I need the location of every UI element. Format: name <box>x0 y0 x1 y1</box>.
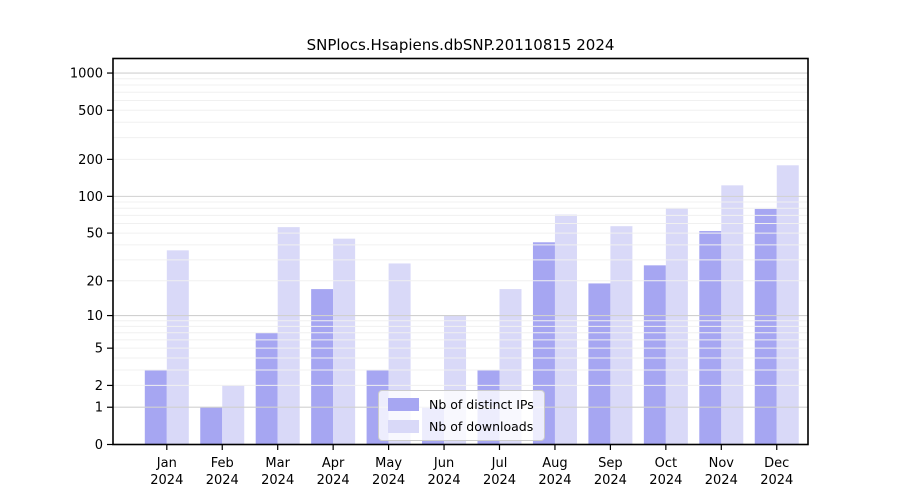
x-tick-label-year: 2024 <box>760 473 793 488</box>
y-tick-label: 20 <box>86 274 103 289</box>
y-tick-label: 10 <box>86 309 103 324</box>
legend-swatch-distinct-ips <box>388 398 419 412</box>
bar-downloads-feb <box>222 385 245 445</box>
bar-distinct_ips-sep <box>588 283 611 445</box>
bar-distinct_ips-mar <box>255 332 278 445</box>
x-tick-label-year: 2024 <box>538 473 571 488</box>
y-tick-label: 500 <box>78 104 103 119</box>
legend-label-downloads: Nb of downloads <box>429 418 534 434</box>
legend-label-distinct-ips: Nb of distinct IPs <box>429 397 534 413</box>
x-tick-label-year: 2024 <box>594 473 627 488</box>
y-tick-label: 200 <box>78 153 103 168</box>
bar-downloads-aug <box>554 214 577 445</box>
y-tick-label: 0 <box>95 438 103 453</box>
x-tick-label-year: 2024 <box>261 473 294 488</box>
x-tick-label-year: 2024 <box>705 473 738 488</box>
x-tick-label-month: Nov <box>709 456 735 471</box>
legend-item-distinct-ips: Nb of distinct IPs <box>379 397 544 412</box>
x-tick-label-year: 2024 <box>372 473 405 488</box>
y-tick-label: 2 <box>95 379 103 394</box>
y-tick-label: 1 <box>95 401 103 416</box>
bar-distinct_ips-apr <box>311 289 334 445</box>
x-tick-label-month: Jul <box>491 456 508 471</box>
bar-distinct_ips-nov <box>699 231 722 445</box>
bar-downloads-mar <box>277 227 300 445</box>
x-tick-label-month: Jan <box>156 456 177 471</box>
x-tick-label-year: 2024 <box>428 473 461 488</box>
x-tick-label-month: Jun <box>433 456 454 471</box>
legend-swatch-downloads <box>388 419 419 433</box>
y-tick-label: 100 <box>78 190 103 205</box>
x-tick-label-month: Aug <box>542 456 567 471</box>
x-tick-label-year: 2024 <box>206 473 239 488</box>
x-tick-label-year: 2024 <box>649 473 682 488</box>
legend: Nb of distinct IPs Nb of downloads <box>378 390 545 441</box>
bar-downloads-nov <box>721 185 744 445</box>
chart-title: SNPlocs.Hsapiens.dbSNP.20110815 2024 <box>306 36 615 54</box>
x-tick-label-month: Mar <box>265 456 290 471</box>
x-tick-label-year: 2024 <box>150 473 183 488</box>
bar-downloads-dec <box>776 165 799 445</box>
x-tick-label-month: Feb <box>211 456 234 471</box>
legend-item-downloads: Nb of downloads <box>379 419 544 434</box>
y-tick-label: 1000 <box>70 67 103 82</box>
bar-distinct_ips-oct <box>643 265 666 445</box>
x-tick-label-month: Apr <box>322 456 345 471</box>
plot-border <box>112 57 809 446</box>
x-tick-label-year: 2024 <box>483 473 516 488</box>
bar-downloads-jan <box>166 250 189 445</box>
x-tick-label-month: Oct <box>655 456 677 471</box>
bar-downloads-sep <box>610 226 633 445</box>
x-tick-label-year: 2024 <box>317 473 350 488</box>
y-tick-label: 5 <box>95 342 103 357</box>
bar-distinct_ips-feb <box>200 407 223 445</box>
bar-downloads-apr <box>333 238 356 445</box>
y-tick-label: 50 <box>86 227 103 242</box>
x-tick-label-month: May <box>375 456 402 471</box>
x-tick-label-month: Dec <box>764 456 789 471</box>
x-tick-label-month: Sep <box>598 456 623 471</box>
